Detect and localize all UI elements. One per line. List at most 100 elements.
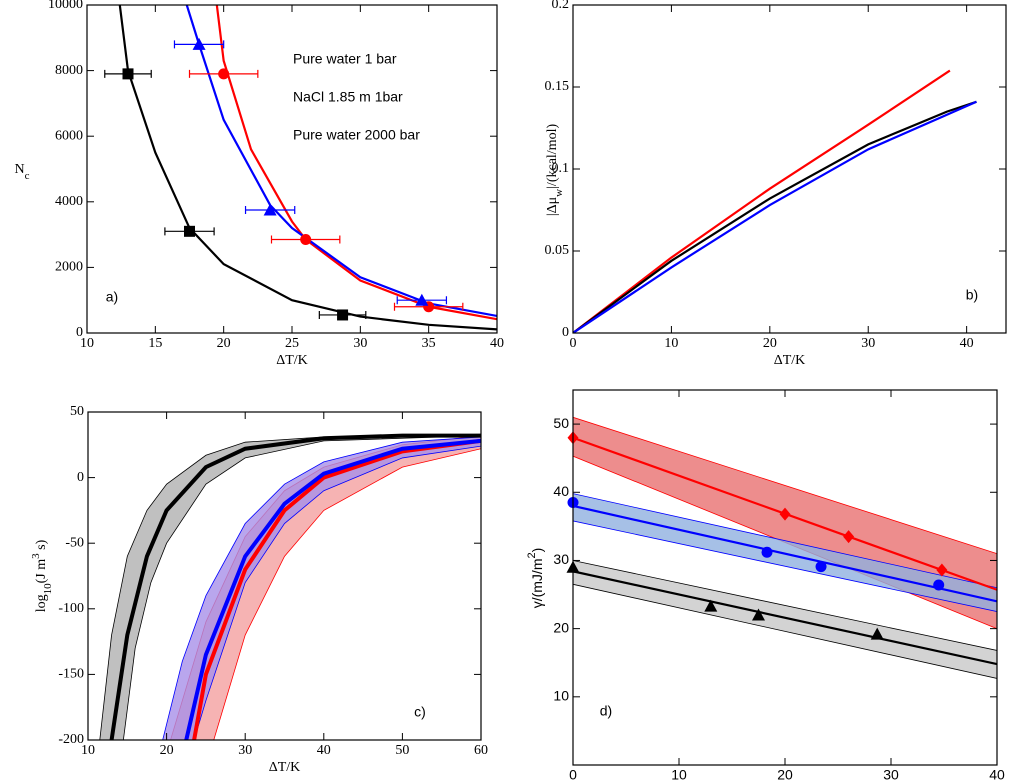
marker-triangle	[192, 37, 206, 50]
y-tick-label: 0.05	[545, 243, 570, 258]
panel: 0102030401020304050ΔT/Kγ/(mJ/m2​)d)	[526, 389, 1005, 784]
x-tick-label: 10	[664, 336, 678, 351]
marker-square	[184, 225, 195, 237]
y-tick-label: 20	[553, 619, 569, 635]
legend-entry: NaCl 1.85 m 1bar	[293, 89, 403, 105]
y-tick-label: 6000	[55, 128, 83, 143]
y-axis-label-part: γ/(mJ/m	[529, 559, 545, 609]
x-tick-label: 40	[960, 336, 974, 351]
y-axis-label-part: |/(kcal/mol)	[545, 124, 560, 189]
marker-diamond	[779, 507, 791, 521]
line	[573, 100, 977, 333]
y-tick-label: 10	[553, 688, 569, 704]
legend-entry: Pure water 2000 bar	[293, 127, 420, 143]
x-tick-label: 40	[317, 743, 331, 758]
y-tick-label: 0.1	[552, 161, 570, 176]
marker-triangle	[415, 293, 429, 306]
y-axis-label: γ/(mJ/m2​)	[526, 548, 545, 609]
x-tick-label: 30	[861, 336, 875, 351]
x-tick-label: 35	[422, 336, 436, 351]
marker-circle	[761, 546, 773, 558]
panel-label: d)	[600, 703, 612, 719]
marker-triangle	[263, 203, 277, 216]
marker-triangle	[704, 599, 718, 612]
y-tick-label: 4000	[55, 194, 83, 209]
y-tick-label: 2000	[55, 260, 83, 275]
y-tick-label: 0	[77, 470, 84, 485]
plot-area	[573, 69, 977, 333]
y-tick-label: 8000	[55, 63, 83, 78]
panel-label: b)	[966, 287, 978, 303]
x-tick-label: 20	[777, 767, 793, 783]
x-tick-label: 40	[490, 336, 504, 351]
x-tick-label: 20	[763, 336, 777, 351]
legend-entry: Pure water 1 bar	[293, 51, 397, 67]
line	[573, 100, 977, 333]
x-tick-label: 30	[238, 743, 252, 758]
x-tick-label: 50	[395, 743, 409, 758]
panel: 0 10 20 30 40 0 0.05 0.1 0.15 0.2 ΔT/K |Δμw​|/(kcal…	[545, 0, 1007, 368]
x-tick-label: 40	[989, 767, 1005, 783]
x-tick-label: 10	[671, 767, 687, 783]
y-tick-label: 0.2	[552, 0, 570, 12]
y-tick-label: -200	[58, 732, 84, 747]
line	[573, 69, 951, 333]
y-axis-label-part: (J m	[34, 559, 49, 584]
plot-area	[99, 433, 481, 740]
x-axis-label: ΔT/K	[269, 760, 301, 775]
x-tick-label: 30	[883, 767, 899, 783]
x-tick-label: 15	[148, 336, 162, 351]
y-tick-label: -50	[65, 535, 84, 550]
line	[573, 570, 997, 666]
x-tick-label: 25	[285, 336, 299, 351]
x-tick-label: 10	[80, 336, 94, 351]
panel-label: c)	[414, 704, 426, 720]
y-axis-label-part: s)	[34, 539, 49, 553]
line	[118, 5, 497, 331]
y-tick-label: 40	[553, 483, 569, 499]
y-axis-label-part: N	[14, 162, 24, 177]
y-axis-label-part: 3	[30, 553, 42, 559]
y-tick-label: -100	[58, 601, 84, 616]
marker-diamond	[843, 530, 855, 544]
marker-circle	[933, 579, 945, 591]
y-axis-label-part: log	[34, 594, 49, 612]
marker-square	[337, 309, 349, 321]
x-tick-label: 0	[569, 767, 577, 783]
marker-square	[122, 68, 134, 80]
band	[573, 560, 997, 679]
line	[573, 504, 997, 603]
y-tick-label: 0.15	[545, 79, 570, 94]
y-tick-label: 0	[76, 325, 83, 340]
x-tick-label: 30	[353, 336, 367, 351]
x-tick-label: 0	[570, 336, 577, 351]
y-tick-label: 50	[70, 404, 84, 419]
panel-label: a)	[106, 289, 118, 305]
band	[99, 433, 481, 740]
x-tick-label: 20	[217, 336, 231, 351]
y-axis-label-part: c	[25, 170, 30, 182]
x-tick-label: 10	[81, 743, 95, 758]
marker-triangle	[752, 608, 765, 621]
marker-circle	[300, 234, 312, 246]
plot-area	[573, 416, 997, 679]
y-tick-label: 50	[553, 415, 569, 431]
y-axis-label-part: 2	[526, 552, 538, 558]
line	[184, 438, 481, 740]
marker-circle	[815, 561, 827, 573]
y-axis-label: |Δμw​|/(kcal/mol)	[545, 124, 564, 217]
y-axis-label: log10​(J m3​ s)	[30, 539, 54, 612]
line	[185, 5, 497, 318]
y-tick-label: 10000	[48, 0, 83, 12]
y-axis-label-part: 10	[42, 583, 54, 595]
y-tick-label: -150	[58, 667, 84, 682]
x-tick-label: 20	[160, 743, 174, 758]
y-tick-label: 30	[553, 551, 569, 567]
panel: 10 20 30 40 50 60 -200 -150 -100 -50 0 50 ΔT/K log10​…	[30, 404, 488, 775]
line	[192, 438, 481, 740]
y-axis-label-part: |Δμ	[545, 197, 560, 216]
y-axis-label: Nc​	[14, 162, 29, 181]
panel: 10 15 20 25 30 35 40 0 2000 4000 6000 8000 10000 ΔT/K…	[14, 0, 504, 368]
y-tick-label: 0	[562, 325, 569, 340]
